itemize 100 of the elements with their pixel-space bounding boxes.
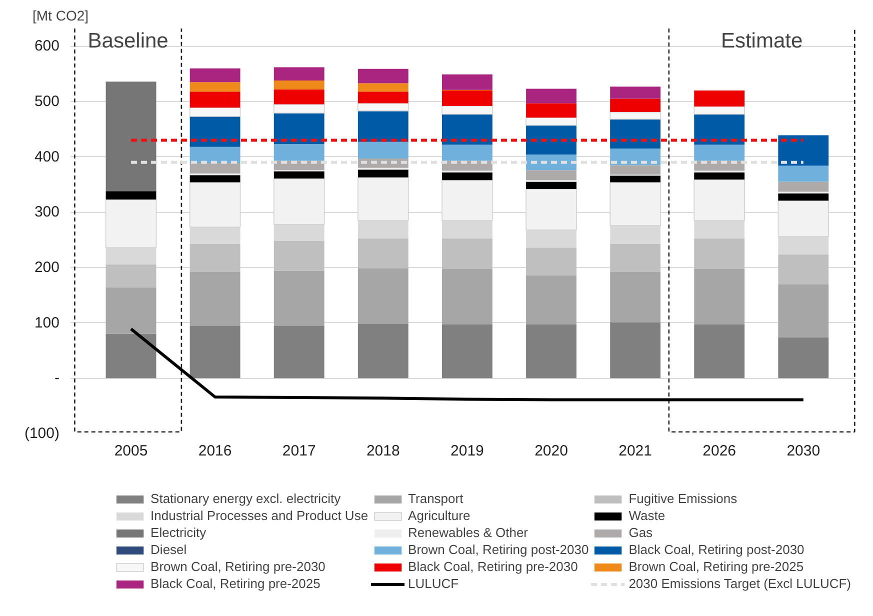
bar [610, 176, 661, 182]
bar [190, 244, 240, 272]
x-tick-label: 2026 [702, 442, 736, 460]
bar [106, 264, 156, 288]
bar [610, 112, 661, 120]
legend-label: Gas [628, 525, 653, 540]
bar [526, 103, 576, 118]
legend-label: 2030 Emissions Target (Excl LULUCF) [628, 576, 851, 591]
bar [358, 238, 408, 268]
bar [526, 324, 576, 378]
x-tick-label: 2020 [534, 442, 568, 460]
bar [274, 80, 324, 90]
bar [274, 270, 324, 326]
legend-label: Waste [628, 508, 666, 523]
legend-label: Brown Coal, Retiring pre-2030 [150, 559, 326, 574]
y-tick-label: 500 [34, 93, 60, 110]
bar [190, 146, 240, 163]
legend-label: Electricity [150, 525, 206, 540]
legend-label: LULUCF [408, 576, 459, 591]
bar [358, 324, 408, 378]
bar [274, 67, 324, 81]
bar [106, 334, 156, 378]
bar [273, 104, 325, 114]
bar [106, 191, 156, 200]
bar [526, 117, 577, 126]
bar [190, 92, 240, 108]
bar [610, 244, 661, 272]
bar [358, 92, 408, 104]
y-tick-label: 600 [34, 38, 60, 55]
y-axis-title: [Mt CO2] [32, 8, 89, 24]
y-tick-label: (100) [24, 425, 60, 442]
bar [358, 268, 408, 324]
bar [442, 324, 492, 378]
legend-label: Stationary energy excl. electricity [150, 491, 341, 506]
y-tick-label: 100 [34, 314, 60, 332]
bar [190, 162, 240, 174]
bar [526, 182, 576, 189]
bar [274, 144, 324, 161]
y-tick-label: 400 [34, 148, 60, 166]
bar [442, 172, 492, 180]
legend-label: Industrial Processes and Product Use [150, 508, 368, 523]
legend-label: Black Coal, Retiring pre-2025 [150, 576, 320, 591]
bar [610, 165, 661, 175]
bar [442, 238, 492, 269]
bar [526, 248, 576, 276]
bar [442, 106, 493, 115]
bar [274, 113, 324, 144]
bar [526, 88, 576, 104]
bar [274, 240, 324, 271]
bar [526, 275, 576, 325]
y-tick-label: 200 [34, 259, 60, 276]
bar [190, 82, 240, 92]
bar [190, 175, 240, 182]
annotation: Estimate [720, 30, 803, 53]
x-tick-label: 2021 [618, 442, 652, 460]
bar [526, 125, 576, 155]
annotation: Baseline [88, 30, 168, 53]
bar [526, 170, 576, 180]
bar [189, 107, 241, 117]
legend-label: Brown Coal, Retiring pre-2025 [628, 559, 804, 574]
bar [358, 83, 408, 92]
bar [358, 110, 408, 142]
x-tick-label: 2017 [282, 442, 316, 460]
bar [190, 272, 240, 326]
bar [610, 322, 661, 378]
bar [274, 326, 324, 378]
y-tick-label: 300 [34, 204, 60, 221]
line-series [130, 327, 805, 402]
bar [190, 68, 240, 82]
legend-label: Fugitive Emissions [628, 491, 738, 506]
x-tick-label: 2018 [366, 442, 400, 460]
x-tick-label: 2016 [198, 442, 232, 460]
bar [358, 142, 408, 159]
x-tick-label: 2019 [450, 442, 484, 460]
bar [358, 170, 408, 178]
bar [442, 74, 492, 90]
bar [106, 82, 156, 192]
bar [274, 171, 324, 178]
legend-label: Agriculture [408, 508, 470, 523]
bar [610, 272, 661, 322]
legend-label: Diesel [150, 542, 187, 557]
bar [274, 89, 324, 104]
legend-label: Renewables & Other [408, 525, 528, 540]
bar [442, 90, 492, 106]
bar [190, 326, 240, 378]
legend-label: Black Coal, Retiring post-2030 [628, 542, 804, 557]
legend-label: Black Coal, Retiring pre-2030 [408, 559, 578, 574]
bar [442, 144, 492, 161]
bar [358, 68, 408, 84]
legend-label: Transport [408, 491, 464, 506]
bar [190, 116, 240, 147]
bar [610, 86, 661, 99]
bar [442, 114, 492, 145]
bar [106, 287, 156, 334]
legend-label: Brown Coal, Retiring post-2030 [408, 542, 589, 557]
bar [610, 119, 661, 149]
bar [442, 268, 492, 325]
y-tick-label: - [54, 370, 60, 387]
bar [358, 102, 409, 112]
bar [610, 98, 661, 112]
